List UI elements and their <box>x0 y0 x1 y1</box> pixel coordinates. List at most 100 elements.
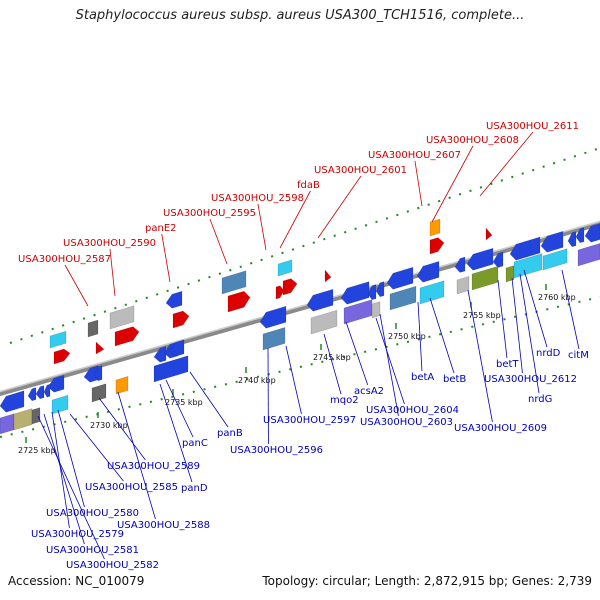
gene-label-bottom: betT <box>496 359 519 370</box>
gene-feature <box>371 301 381 319</box>
gene-feature <box>221 270 247 295</box>
label-leader-line <box>414 160 423 207</box>
gene-feature <box>466 247 494 271</box>
gene-label-top: USA300HOU_2611 <box>486 121 579 132</box>
gene-feature <box>165 290 183 309</box>
label-leader-line <box>519 273 540 394</box>
tick-label: 2725 kbp <box>18 446 56 455</box>
tick-label: 2730 kbp <box>90 421 128 430</box>
gene-feature <box>542 248 568 271</box>
gene-label-bottom: USA300HOU_2597 <box>263 415 356 426</box>
label-leader-line <box>345 321 369 386</box>
genome-backbone-highlight <box>0 220 600 393</box>
gene-feature <box>0 413 15 435</box>
label-leader-line <box>285 345 302 415</box>
gene-feature <box>540 231 564 253</box>
label-leader-line <box>57 409 85 508</box>
gene-feature <box>389 285 417 311</box>
outer-dotted-track-top <box>9 147 600 344</box>
gene-label-top: USA300HOU_2587 <box>18 254 111 265</box>
gene-feature <box>262 327 286 351</box>
outer-dotted-track-bottom <box>0 296 600 438</box>
gene-label-bottom: USA300HOU_2582 <box>66 560 159 571</box>
gene-feature <box>485 227 493 241</box>
gene-feature <box>31 407 41 425</box>
gene-feature <box>577 243 600 267</box>
gene-label-bottom: USA300HOU_2603 <box>360 417 453 428</box>
gene-feature <box>340 281 370 305</box>
label-leader-line <box>98 397 146 461</box>
gene-label-bottom: panB <box>217 428 243 439</box>
map-title: Staphylococcus aureus subsp. aureus USA3… <box>75 8 525 23</box>
label-leader-line <box>43 413 85 545</box>
gene-feature <box>429 237 445 255</box>
tick-label: 2755 kbp <box>463 311 501 320</box>
gene-label-top: USA300HOU_2595 <box>163 208 256 219</box>
gene-label-top: panE2 <box>145 223 177 234</box>
label-leader-line <box>117 391 156 520</box>
gene-label-bottom: betA <box>411 372 434 383</box>
gene-feature <box>575 227 585 244</box>
gene-feature <box>259 305 287 329</box>
gene-group <box>0 218 600 435</box>
gene-feature <box>505 265 515 283</box>
gene-feature <box>282 278 298 296</box>
label-leader-line <box>279 190 311 249</box>
label-leader-line <box>467 289 493 423</box>
gene-label-bottom: USA300HOU_2585 <box>85 482 178 493</box>
gene-feature <box>386 266 414 290</box>
gene-feature <box>416 261 440 283</box>
label-leader-line <box>417 301 423 372</box>
tick-label: 2740 kbp <box>238 376 276 385</box>
gene-feature <box>114 326 140 347</box>
gene-feature <box>277 259 293 277</box>
tick-label: 2735 kbp <box>165 398 203 407</box>
gene-label-top: USA300HOU_2590 <box>63 238 156 249</box>
gene-feature <box>13 408 33 431</box>
genome-backbone <box>0 220 600 397</box>
gene-label-bottom: citM <box>568 350 589 361</box>
label-leader-lines <box>37 131 580 560</box>
gene-label-group: USA300HOU_2587 USA300HOU_2590 panE2 USA300H… <box>18 121 589 571</box>
label-leader-line <box>523 269 548 348</box>
label-leader-line <box>69 413 124 482</box>
gene-feature <box>87 319 99 338</box>
gene-feature <box>584 223 600 243</box>
gene-feature <box>509 236 541 261</box>
gene-label-bottom: USA300HOU_2581 <box>46 545 139 556</box>
gene-label-bottom: USA300HOU_2579 <box>31 529 124 540</box>
accession-text: Accession: NC_010079 <box>8 574 145 588</box>
gene-label-top: USA300HOU_2607 <box>368 150 461 161</box>
label-leader-line <box>51 411 70 529</box>
gene-feature <box>567 231 577 248</box>
label-leader-line <box>497 279 508 359</box>
gene-feature <box>367 284 377 301</box>
gene-feature <box>53 348 71 365</box>
gene-feature <box>169 339 185 357</box>
gene-label-top: USA300HOU_2598 <box>211 193 304 204</box>
label-leader-line <box>511 277 523 374</box>
gene-label-bottom: nrdG <box>528 394 552 405</box>
label-leader-line <box>37 415 105 560</box>
gene-label-bottom: USA300HOU_2580 <box>46 508 139 519</box>
gene-feature <box>429 218 441 237</box>
gene-feature <box>93 365 103 382</box>
label-leader-line <box>209 218 228 265</box>
label-leader-line <box>323 333 342 395</box>
label-leader-line <box>379 313 399 417</box>
gene-label-bottom: mqo2 <box>330 395 359 406</box>
gene-feature <box>275 285 285 300</box>
label-leader-line <box>257 203 267 251</box>
gene-feature <box>49 330 67 349</box>
label-leader-line <box>375 317 405 405</box>
label-leader-line <box>479 131 534 197</box>
tick-label: 2760 kbp <box>538 293 576 302</box>
tick-label: 2745 kbp <box>313 353 351 362</box>
gene-label-top: USA300HOU_2608 <box>426 135 519 146</box>
topology-text: Topology: circular; Length: 2,872,915 bp… <box>262 574 592 588</box>
gene-feature <box>419 280 445 305</box>
gene-label-bottom: USA300HOU_2612 <box>484 374 577 385</box>
gene-feature <box>306 288 334 312</box>
tick-label: 2750 kbp <box>388 332 426 341</box>
